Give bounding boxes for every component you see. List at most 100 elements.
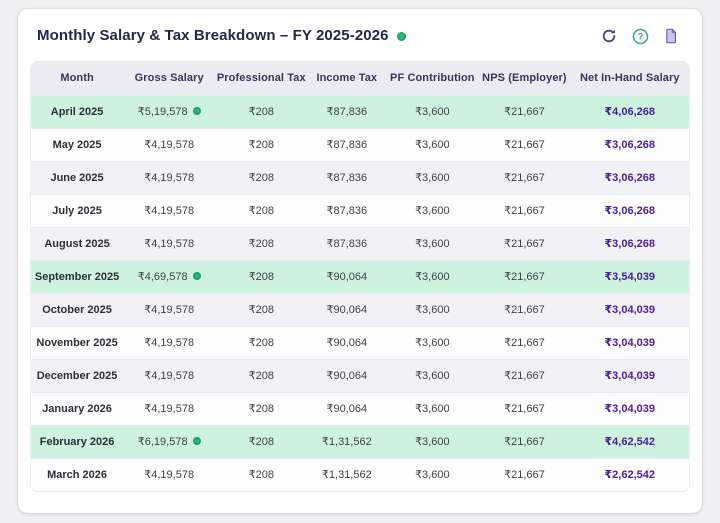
- net-salary-cell: ₹3,54,039: [570, 259, 689, 293]
- gross-salary-value: ₹4,19,578: [144, 238, 195, 250]
- pf-contribution-cell: ₹3,600: [386, 226, 479, 260]
- gross-salary-cell: ₹4,19,578: [123, 391, 216, 425]
- gross-salary-cell: ₹4,69,578: [123, 259, 216, 293]
- professional-tax-cell: ₹208: [215, 193, 308, 227]
- report-button[interactable]: [662, 27, 680, 45]
- nps-employer-cell: ₹21,667: [478, 94, 571, 128]
- nps-employer-cell: ₹21,667: [478, 292, 571, 326]
- pf-contribution-cell: ₹3,600: [386, 358, 479, 392]
- col-header-month: Month: [31, 62, 124, 95]
- month-cell: January 2026: [31, 391, 124, 425]
- gross-salary-cell: ₹4,19,578: [123, 358, 216, 392]
- income-tax-cell: ₹1,31,562: [307, 457, 387, 491]
- table-body: April 2025 ₹5,19,578 ₹208 ₹87,836 ₹3,600…: [31, 94, 689, 491]
- document-icon: [663, 28, 679, 44]
- col-header-net-in-hand-salary: Net In-Hand Salary: [570, 62, 689, 95]
- gross-salary-cell: ₹4,19,578: [123, 226, 216, 260]
- salary-table-wrap: Month Gross Salary Professional Tax Inco…: [30, 61, 690, 492]
- gross-salary-value: ₹4,19,578: [144, 139, 195, 151]
- professional-tax-cell: ₹208: [215, 325, 308, 359]
- net-salary-cell: ₹4,62,542: [570, 424, 689, 458]
- nps-employer-cell: ₹21,667: [478, 457, 571, 491]
- professional-tax-cell: ₹208: [215, 160, 308, 194]
- month-cell: October 2025: [31, 292, 124, 326]
- nps-employer-cell: ₹21,667: [478, 391, 571, 425]
- nps-employer-cell: ₹21,667: [478, 259, 571, 293]
- gross-salary-value: ₹4,19,578: [144, 205, 195, 217]
- pf-contribution-cell: ₹3,600: [386, 259, 479, 293]
- table-row: November 2025 ₹4,19,578 ₹208 ₹90,064 ₹3,…: [31, 325, 689, 359]
- gross-salary-value: ₹4,69,578: [137, 271, 188, 283]
- income-tax-cell: ₹90,064: [307, 391, 387, 425]
- title-wrap: Monthly Salary & Tax Breakdown – FY 2025…: [37, 26, 406, 46]
- month-cell: November 2025: [31, 325, 124, 359]
- income-tax-cell: ₹1,31,562: [307, 424, 387, 458]
- income-tax-cell: ₹87,836: [307, 94, 387, 128]
- gross-salary-cell: ₹4,19,578: [123, 127, 216, 161]
- month-cell: May 2025: [31, 127, 124, 161]
- pf-contribution-cell: ₹3,600: [386, 292, 479, 326]
- pf-contribution-cell: ₹3,600: [386, 127, 479, 161]
- col-header-professional-tax: Professional Tax: [215, 62, 308, 95]
- gross-salary-value: ₹4,19,578: [144, 469, 195, 482]
- table-row: July 2025 ₹4,19,578 ₹208 ₹87,836 ₹3,600 …: [31, 193, 689, 227]
- pf-contribution-cell: ₹3,600: [386, 325, 479, 359]
- increment-indicator-icon: [192, 437, 201, 445]
- table-row: March 2026 ₹4,19,578 ₹208 ₹1,31,562 ₹3,6…: [31, 457, 689, 491]
- net-salary-cell: ₹3,06,268: [570, 127, 689, 161]
- refresh-button[interactable]: [600, 27, 618, 45]
- table-row: October 2025 ₹4,19,578 ₹208 ₹90,064 ₹3,6…: [31, 292, 689, 326]
- month-cell: February 2026: [31, 424, 124, 458]
- salary-breakdown-card: Monthly Salary & Tax Breakdown – FY 2025…: [18, 9, 702, 513]
- month-cell: March 2026: [31, 457, 124, 491]
- col-header-nps-employer: NPS (Employer): [478, 62, 571, 95]
- table-row: December 2025 ₹4,19,578 ₹208 ₹90,064 ₹3,…: [31, 358, 689, 392]
- nps-employer-cell: ₹21,667: [478, 193, 571, 227]
- help-button[interactable]: ?: [631, 27, 649, 45]
- col-header-income-tax: Income Tax: [307, 62, 387, 95]
- gross-salary-cell: ₹4,19,578: [123, 457, 216, 491]
- professional-tax-cell: ₹208: [215, 94, 308, 128]
- pf-contribution-cell: ₹3,600: [386, 457, 479, 491]
- increment-indicator-icon: [192, 107, 201, 115]
- green-status-dot-icon: [396, 31, 406, 41]
- net-salary-cell: ₹2,62,542: [570, 457, 689, 491]
- income-tax-cell: ₹90,064: [307, 292, 387, 326]
- professional-tax-cell: ₹208: [215, 292, 308, 326]
- table-row: August 2025 ₹4,19,578 ₹208 ₹87,836 ₹3,60…: [31, 226, 689, 260]
- professional-tax-cell: ₹208: [215, 457, 308, 491]
- income-tax-cell: ₹87,836: [307, 193, 387, 227]
- net-salary-cell: ₹3,06,268: [570, 160, 689, 194]
- net-salary-cell: ₹3,04,039: [570, 292, 689, 326]
- nps-employer-cell: ₹21,667: [478, 127, 571, 161]
- nps-employer-cell: ₹21,667: [478, 358, 571, 392]
- gross-salary-value: ₹4,19,578: [144, 403, 195, 415]
- professional-tax-cell: ₹208: [215, 391, 308, 425]
- gross-salary-value: ₹4,19,578: [144, 370, 195, 382]
- net-salary-cell: ₹3,06,268: [570, 226, 689, 260]
- table-row: June 2025 ₹4,19,578 ₹208 ₹87,836 ₹3,600 …: [31, 160, 689, 194]
- pf-contribution-cell: ₹3,600: [386, 424, 479, 458]
- table-row: February 2026 ₹6,19,578 ₹208 ₹1,31,562 ₹…: [31, 424, 689, 458]
- gross-salary-value: ₹4,19,578: [144, 304, 195, 316]
- professional-tax-cell: ₹208: [215, 226, 308, 260]
- gross-salary-value: ₹6,19,578: [137, 436, 188, 448]
- professional-tax-cell: ₹208: [215, 424, 308, 458]
- net-salary-cell: ₹3,04,039: [570, 391, 689, 425]
- income-tax-cell: ₹87,836: [307, 127, 387, 161]
- income-tax-cell: ₹87,836: [307, 226, 387, 260]
- table-row: January 2026 ₹4,19,578 ₹208 ₹90,064 ₹3,6…: [31, 391, 689, 425]
- increment-indicator-icon: [192, 272, 201, 280]
- table-row: April 2025 ₹5,19,578 ₹208 ₹87,836 ₹3,600…: [31, 94, 689, 128]
- card-header: Monthly Salary & Tax Breakdown – FY 2025…: [30, 26, 690, 46]
- pf-contribution-cell: ₹3,600: [386, 160, 479, 194]
- month-cell: September 2025: [31, 259, 124, 293]
- professional-tax-cell: ₹208: [215, 358, 308, 392]
- salary-table: Month Gross Salary Professional Tax Inco…: [31, 62, 689, 491]
- table-header-row: Month Gross Salary Professional Tax Inco…: [31, 62, 689, 95]
- pf-contribution-cell: ₹3,600: [386, 94, 479, 128]
- table-row: May 2025 ₹4,19,578 ₹208 ₹87,836 ₹3,600 ₹…: [31, 127, 689, 161]
- nps-employer-cell: ₹21,667: [478, 325, 571, 359]
- month-cell: April 2025: [31, 94, 124, 128]
- gross-salary-cell: ₹4,19,578: [123, 292, 216, 326]
